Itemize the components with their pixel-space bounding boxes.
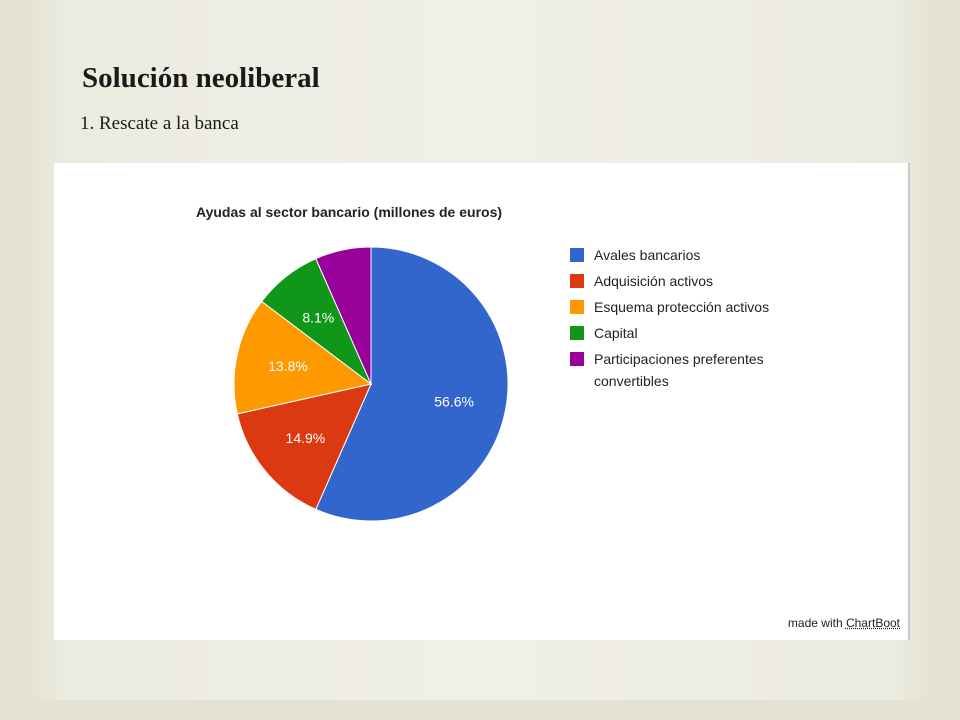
chart-title: Ayudas al sector bancario (millones de e… <box>196 204 503 220</box>
pie-slice-0 <box>315 246 509 522</box>
pie-slice-4 <box>315 246 372 385</box>
legend-label-4: Participaciones preferentes convertibles <box>594 351 764 389</box>
legend-label-0: Avales bancarios <box>594 247 701 263</box>
chart-credit: made with ChartBoot <box>788 616 900 630</box>
legend-item-0: Avales bancarios <box>570 244 790 266</box>
pie-data-label-2: 13.8% <box>268 358 308 374</box>
pie-data-label-3: 8.1% <box>302 309 334 325</box>
legend-label-3: Capital <box>594 325 638 341</box>
legend-label-2: Esquema protección activos <box>594 299 770 315</box>
pie-data-label-0: 56.6% <box>434 393 474 409</box>
legend-item-3: Capital <box>570 322 790 344</box>
pie-slice-1 <box>236 383 372 511</box>
chart-legend: Avales bancarios Adquisición activos Esque… <box>570 244 790 396</box>
credit-brand-link[interactable]: ChartBoot <box>845 616 900 630</box>
legend-swatch-1 <box>570 274 584 288</box>
legend-label-1: Adquisición activos <box>594 273 714 289</box>
legend-swatch-2 <box>570 300 584 314</box>
slide-title: Solución neoliberal <box>82 62 320 94</box>
chart-frame: Ayudas al sector bancario (millones de e… <box>54 163 910 640</box>
legend-swatch-3 <box>570 326 584 340</box>
legend-swatch-0 <box>570 248 584 262</box>
legend-item-1: Adquisición activos <box>570 270 790 292</box>
legend-item-2: Esquema protección activos <box>570 296 790 318</box>
slide-subtitle: 1. Rescate a la banca <box>80 113 239 134</box>
legend-item-4: Participaciones preferentes convertibles <box>570 348 790 392</box>
legend-swatch-4 <box>570 352 584 366</box>
pie-chart: 56.6% 14.9% 13.8% 8.1% <box>233 246 509 522</box>
pie-slice-2 <box>233 300 373 415</box>
credit-prefix: made with <box>787 616 843 630</box>
pie-data-label-1: 14.9% <box>286 430 326 446</box>
